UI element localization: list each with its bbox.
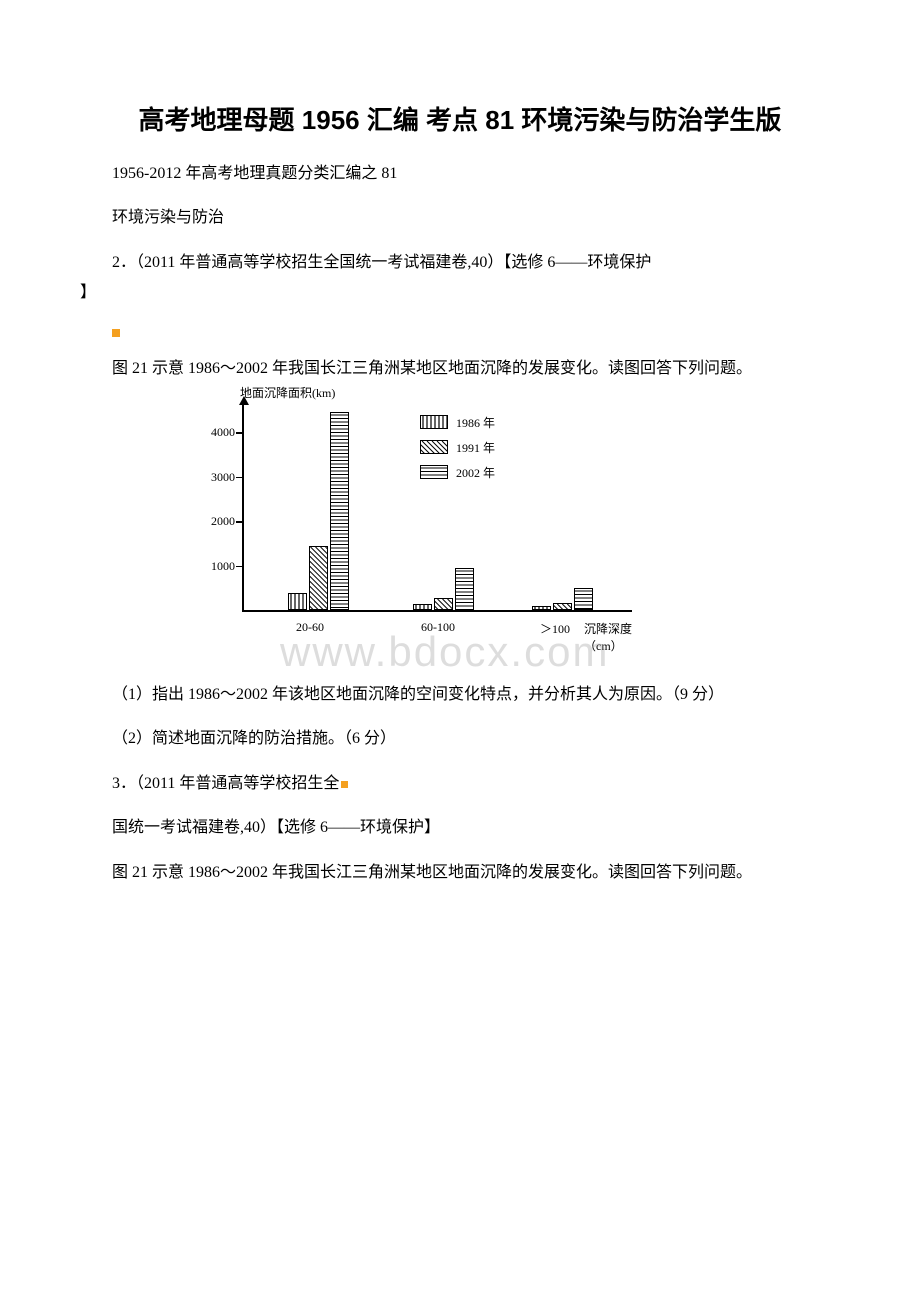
legend-swatch — [420, 465, 448, 479]
y-axis-title: 地面沉降面积(km) — [240, 384, 335, 401]
bar — [434, 598, 453, 610]
orange-marker-inline — [341, 781, 348, 788]
bar-group — [532, 588, 593, 610]
subsidence-chart: 地面沉降面积(km) 1000200030004000 20-6060-100＞… — [180, 402, 640, 662]
orange-marker — [112, 329, 120, 337]
bar — [574, 588, 593, 610]
question-3-intro-a: 3．（2011 年普通高等学校招生全 — [80, 769, 840, 799]
y-tick — [236, 521, 244, 523]
legend-row: 1991 年 — [420, 439, 495, 456]
question-2-part-2: （2）简述地面沉降的防治措施。（6 分） — [80, 724, 840, 754]
y-tick-label: 2000 — [195, 514, 235, 529]
x-axis — [242, 610, 632, 612]
bar-group — [288, 412, 349, 610]
question-2-part-1: （1）指出 1986～2002 年该地区地面沉降的空间变化特点，并分析其人为原因… — [80, 680, 840, 710]
bar — [330, 412, 349, 610]
y-tick — [236, 432, 244, 434]
figure-caption-2: 图 21 示意 1986～2002 年我国长江三角洲某地区地面沉降的发展变化。读… — [80, 858, 840, 888]
x-tick-label: 20-60 — [296, 620, 324, 635]
legend-swatch — [420, 440, 448, 454]
x-tick-label: 60-100 — [421, 620, 455, 635]
question-2-intro: 2．（2011 年普通高等学校招生全国统一考试福建卷,40）【选修 6——环境保… — [80, 248, 840, 309]
bar — [413, 604, 432, 610]
bar — [553, 603, 572, 610]
page-title: 高考地理母题 1956 汇编 考点 81 环境污染与防治学生版 — [80, 100, 840, 137]
x-tick-label: ＞100 — [540, 620, 570, 637]
y-tick-label: 3000 — [195, 470, 235, 485]
legend-label: 1986 年 — [456, 414, 495, 431]
subtitle-1: 1956-2012 年高考地理真题分类汇编之 81 — [80, 159, 840, 189]
y-tick — [236, 477, 244, 479]
y-tick — [236, 566, 244, 568]
subtitle-2: 环境污染与防治 — [80, 203, 840, 233]
y-tick-label: 1000 — [195, 559, 235, 574]
bar — [455, 568, 474, 610]
bar-group — [413, 568, 474, 610]
bar — [309, 546, 328, 610]
question-3-intro-b: 国统一考试福建卷,40）【选修 6——环境保护】 — [80, 813, 840, 843]
x-axis-title: 沉降深度（cm） — [584, 620, 640, 654]
chart-legend: 1986 年 1991 年 2002 年 — [420, 414, 495, 489]
legend-row: 2002 年 — [420, 464, 495, 481]
legend-swatch — [420, 415, 448, 429]
bar — [532, 606, 551, 610]
bar — [288, 593, 307, 610]
figure-caption-1: 图 21 示意 1986～2002 年我国长江三角洲某地区地面沉降的发展变化。读… — [80, 354, 840, 384]
legend-label: 2002 年 — [456, 464, 495, 481]
y-tick-label: 4000 — [195, 425, 235, 440]
legend-label: 1991 年 — [456, 439, 495, 456]
legend-row: 1986 年 — [420, 414, 495, 431]
